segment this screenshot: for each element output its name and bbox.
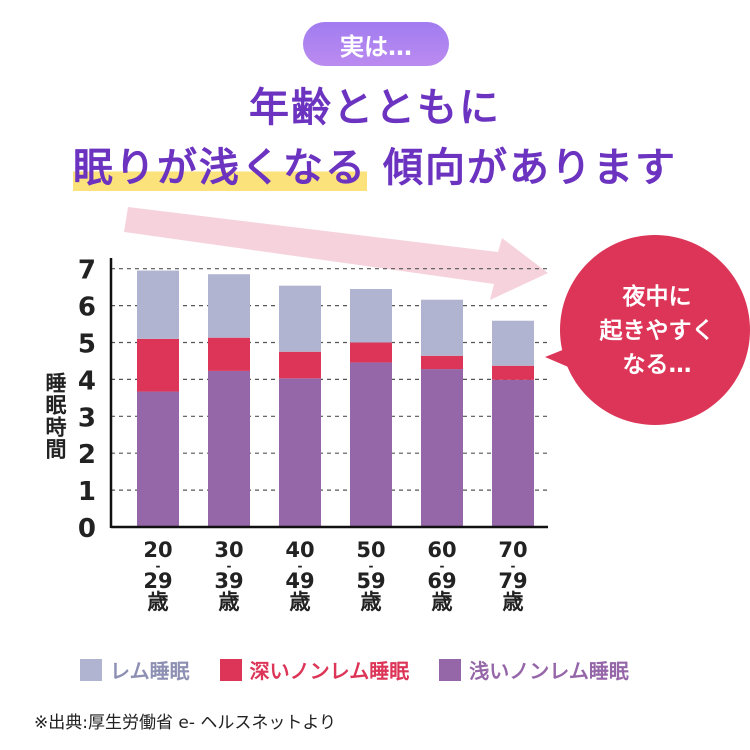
source-note: ※出典:厚生労働省 e- ヘルスネットより bbox=[34, 713, 337, 733]
bar-segment-rem bbox=[137, 270, 179, 339]
bubble-line: 夜中に bbox=[622, 284, 692, 310]
headline-line-2: 眠りが浅くなる 傾向があります bbox=[0, 135, 750, 193]
x-tick-unit: 歳 bbox=[502, 590, 524, 614]
y-tick-label: 3 bbox=[78, 403, 96, 433]
y-axis-label: 睡眠時間 bbox=[43, 372, 67, 460]
headline-line-1: 年齢とともに bbox=[249, 85, 501, 131]
x-tick-label: 30-39 歳 bbox=[199, 540, 259, 613]
bubble-line: 起きやすく bbox=[599, 318, 715, 344]
legend-item-deep: 深いノンレム睡眠 bbox=[219, 655, 410, 684]
legend: レム睡眠 深いノンレム睡眠 浅いノンレム睡眠 bbox=[80, 655, 659, 684]
bar-segment-deep bbox=[492, 365, 534, 380]
x-tick-from: 70 bbox=[498, 538, 528, 562]
x-tick-from: 20 bbox=[143, 538, 173, 562]
bar-segment-light bbox=[137, 391, 179, 527]
legend-item-rem: レム睡眠 bbox=[80, 655, 190, 684]
x-tick-to: 39 bbox=[214, 569, 244, 593]
x-tick-from: 60 bbox=[427, 538, 457, 562]
bar-segment-rem bbox=[279, 285, 321, 352]
intro-badge: 実は… bbox=[303, 22, 449, 66]
bar-segment-rem bbox=[350, 288, 392, 343]
y-tick-label: 2 bbox=[78, 440, 96, 470]
bar-segment-light bbox=[279, 378, 321, 527]
bubble-line: なる… bbox=[622, 352, 692, 378]
x-tick-unit: 歳 bbox=[147, 590, 169, 614]
bar-segment-light bbox=[208, 370, 250, 527]
bar-segment-light bbox=[421, 369, 463, 527]
y-tick-label: 6 bbox=[78, 293, 96, 323]
x-tick-sep: - bbox=[155, 559, 161, 573]
x-tick-from: 50 bbox=[356, 538, 386, 562]
bar-segment-light bbox=[492, 379, 534, 527]
bubble-text: 夜中に 起きやすく なる… bbox=[562, 280, 750, 382]
x-tick-unit: 歳 bbox=[289, 590, 311, 614]
x-tick-label: 20-29 歳 bbox=[128, 540, 188, 613]
y-tick-label: 1 bbox=[78, 477, 96, 507]
x-tick-from: 30 bbox=[214, 538, 244, 562]
headline-highlight: 眠りが浅くなる bbox=[73, 145, 368, 191]
x-tick-to: 79 bbox=[498, 569, 528, 593]
x-tick-unit: 歳 bbox=[218, 590, 240, 614]
trend-arrow-icon bbox=[124, 207, 548, 300]
bar-segment-deep bbox=[421, 355, 463, 370]
x-tick-label: 70-79 歳 bbox=[483, 540, 543, 613]
legend-swatch bbox=[80, 658, 102, 681]
speech-bubble bbox=[560, 235, 750, 425]
bar-segment-deep bbox=[279, 351, 321, 379]
y-tick-label: 7 bbox=[78, 256, 96, 286]
x-tick-to: 69 bbox=[427, 569, 457, 593]
bar-segment-deep bbox=[350, 342, 392, 363]
y-tick-label: 0 bbox=[78, 514, 96, 544]
legend-item-light: 浅いノンレム睡眠 bbox=[439, 655, 629, 684]
bar-segment-rem bbox=[421, 299, 463, 356]
x-tick-from: 40 bbox=[285, 538, 315, 562]
x-tick-sep: - bbox=[510, 559, 516, 573]
x-tick-to: 59 bbox=[356, 569, 386, 593]
bar-segment-deep bbox=[208, 337, 250, 371]
bar-segment-light bbox=[350, 362, 392, 527]
legend-swatch bbox=[219, 658, 242, 681]
legend-label: 浅いノンレム睡眠 bbox=[469, 659, 629, 683]
x-tick-sep: - bbox=[439, 559, 445, 573]
x-tick-unit: 歳 bbox=[360, 590, 382, 614]
x-tick-label: 50-59 歳 bbox=[341, 540, 401, 613]
x-tick-to: 49 bbox=[285, 569, 315, 593]
speech-bubble-pointer bbox=[545, 345, 580, 372]
x-tick-to: 29 bbox=[143, 569, 173, 593]
x-tick-label: 60-69 歳 bbox=[412, 540, 472, 613]
bar-segment-rem bbox=[492, 320, 534, 366]
x-tick-sep: - bbox=[368, 559, 374, 573]
y-tick-label: 5 bbox=[78, 330, 96, 360]
x-tick-unit: 歳 bbox=[431, 590, 453, 614]
y-tick-label: 4 bbox=[78, 366, 96, 396]
bar-segment-rem bbox=[208, 274, 250, 338]
x-tick-sep: - bbox=[226, 559, 232, 573]
legend-label: レム睡眠 bbox=[110, 659, 190, 683]
x-tick-label: 40-49 歳 bbox=[270, 540, 330, 613]
legend-swatch bbox=[439, 658, 462, 681]
bar-segment-deep bbox=[137, 338, 179, 392]
x-tick-sep: - bbox=[297, 559, 303, 573]
headline-rest: 傾向があります bbox=[382, 145, 677, 191]
legend-label: 深いノンレム睡眠 bbox=[249, 659, 410, 683]
